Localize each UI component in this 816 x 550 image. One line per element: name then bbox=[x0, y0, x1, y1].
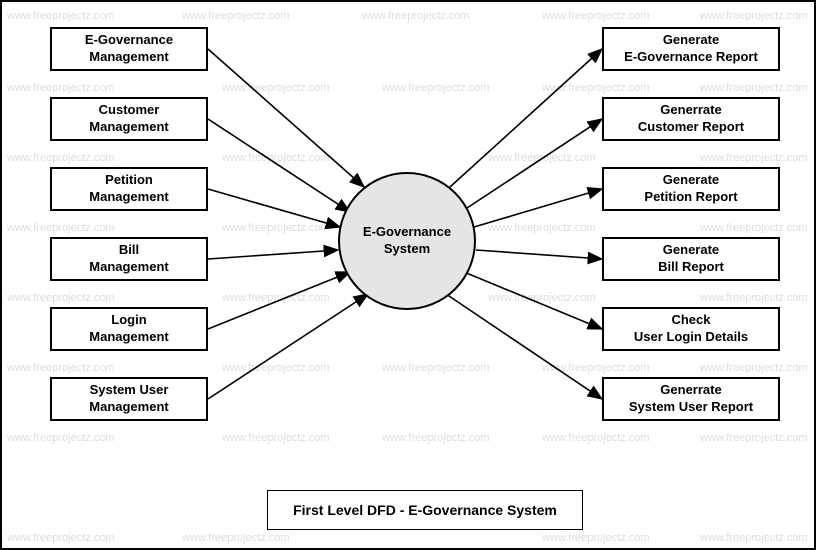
left-entity-box-3: BillManagement bbox=[50, 237, 208, 281]
diagram-caption-text: First Level DFD - E-Governance System bbox=[293, 502, 557, 518]
left-entity-box-0: E-GovernanceManagement bbox=[50, 27, 208, 71]
right-entity-box-1: GenerrateCustomer Report bbox=[602, 97, 780, 141]
center-process-label: E-GovernanceSystem bbox=[363, 224, 451, 258]
right-entity-box-3: GenerateBill Report bbox=[602, 237, 780, 281]
left-entity-box-2: PetitionManagement bbox=[50, 167, 208, 211]
right-entity-box-5: GenerrateSystem User Report bbox=[602, 377, 780, 421]
left-entity-box-1: CustomerManagement bbox=[50, 97, 208, 141]
diagram-container: www.freeprojectz.comwww.freeprojectz.com… bbox=[0, 0, 816, 550]
diagram-caption-box: First Level DFD - E-Governance System bbox=[267, 490, 583, 530]
left-entity-box-4: LoginManagement bbox=[50, 307, 208, 351]
left-entity-box-5: System UserManagement bbox=[50, 377, 208, 421]
center-process-node: E-GovernanceSystem bbox=[338, 172, 476, 310]
right-entity-box-0: GenerateE-Governance Report bbox=[602, 27, 780, 71]
right-entity-box-4: CheckUser Login Details bbox=[602, 307, 780, 351]
right-entity-box-2: GeneratePetition Report bbox=[602, 167, 780, 211]
